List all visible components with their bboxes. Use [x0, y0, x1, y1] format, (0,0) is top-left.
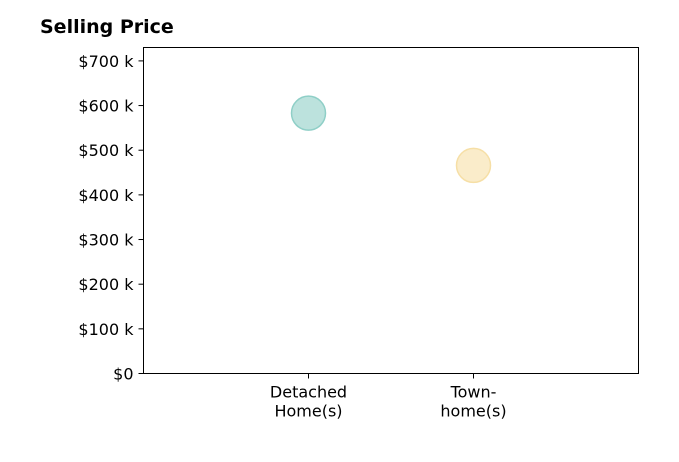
data-points	[290, 95, 492, 184]
y-axis: $0 $100 k $200 k $300 k $400 k $500 k $600 k $7…	[78, 52, 144, 384]
y-tick-label: $300 k	[78, 231, 134, 250]
y-tick-label: $500 k	[78, 141, 134, 160]
data-point	[290, 95, 327, 131]
data-point	[455, 147, 492, 184]
plot-frame	[143, 47, 639, 374]
chart-title: Selling Price	[40, 16, 174, 38]
y-tick-label: $0	[113, 365, 133, 384]
y-tick-label: $600 k	[78, 97, 134, 116]
y-tick-label: $700 k	[78, 52, 134, 71]
y-tick-label: $100 k	[78, 320, 134, 339]
y-tick-label: $200 k	[78, 275, 134, 294]
x-tick-label: Town-home(s)	[440, 383, 506, 421]
y-tick-label: $400 k	[78, 186, 134, 205]
x-tick-label: Detached Home(s)	[270, 383, 347, 421]
x-axis: Detached Home(s) Town-home(s)	[270, 373, 507, 421]
